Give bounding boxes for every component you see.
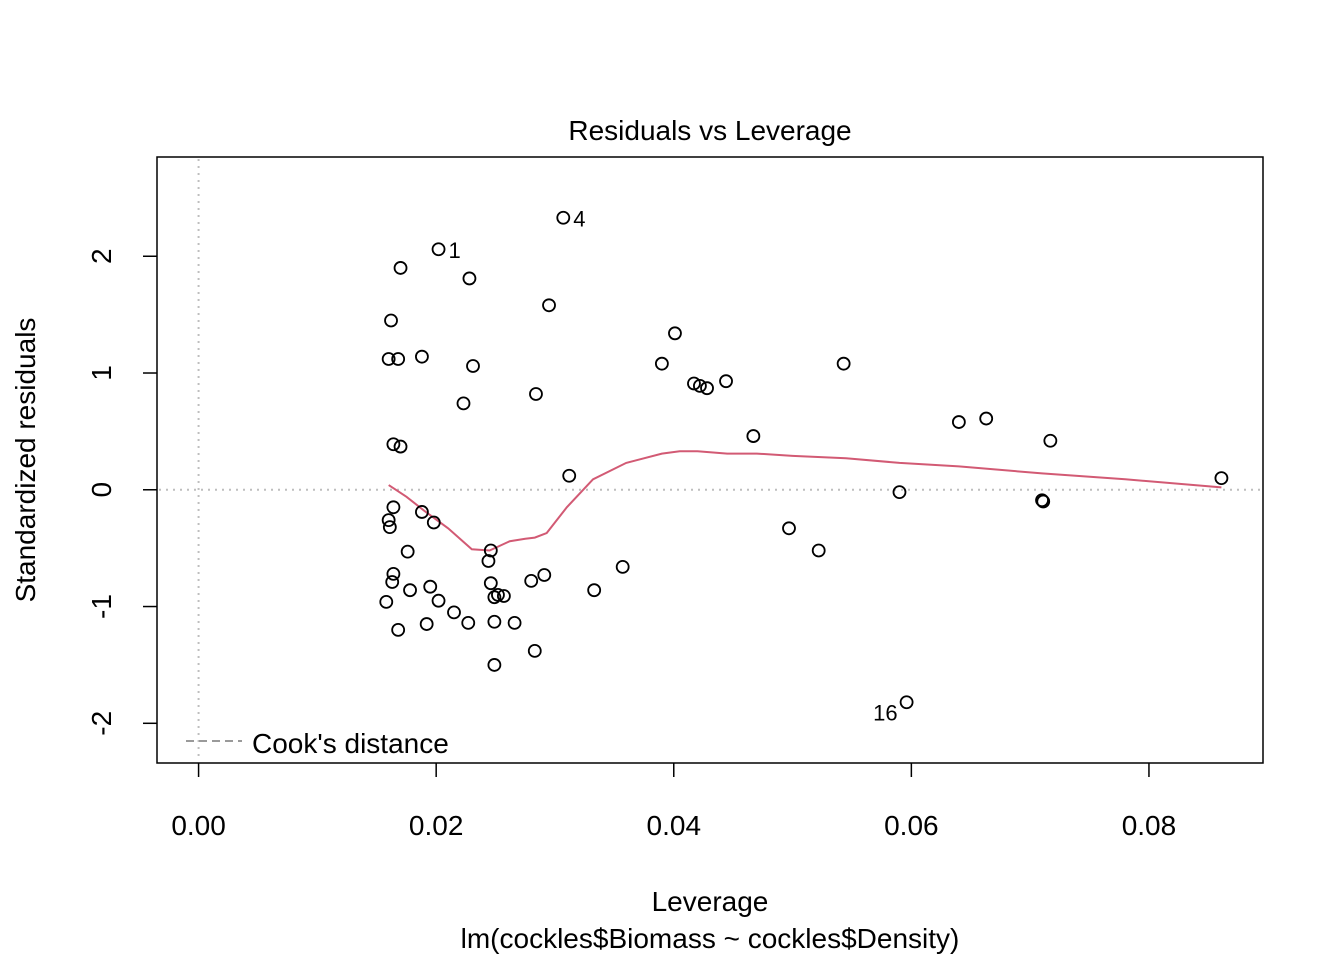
smooth-line: [388, 450, 1222, 552]
data-point: [415, 349, 429, 364]
data-point: [379, 594, 394, 609]
point-labels: 1 4 16: [449, 207, 898, 726]
data-point: [462, 271, 477, 286]
data-point: [481, 554, 496, 568]
data-point: [836, 356, 851, 371]
data-point: [483, 576, 498, 591]
data-point: [537, 568, 552, 582]
y-tick-label: 1: [86, 365, 117, 381]
data-point: [542, 298, 556, 313]
y-axis: -2 -1 0 1 2: [86, 248, 157, 736]
data-point: [487, 658, 502, 672]
data-point: [393, 439, 408, 454]
data-point: [466, 359, 480, 373]
x-tick-label: 0.02: [409, 810, 464, 841]
data-point: [386, 566, 401, 581]
y-tick-label: -1: [86, 594, 117, 619]
data-point: [382, 520, 397, 535]
data-point: [899, 695, 914, 710]
data-point: [431, 593, 446, 608]
y-tick-label: 2: [86, 248, 117, 264]
legend-label: Cook's distance: [252, 728, 449, 759]
chart-title: Residuals vs Leverage: [568, 115, 851, 146]
y-tick-label: -2: [86, 711, 117, 736]
data-point: [746, 429, 761, 443]
data-point: [496, 589, 511, 603]
data-point: [381, 513, 396, 528]
data-point: [892, 485, 907, 500]
x-axis-label: Leverage: [652, 886, 769, 917]
data-point: [719, 374, 733, 389]
data-point: [693, 378, 707, 393]
data-point: [423, 579, 438, 594]
legend: Cook's distance: [186, 728, 449, 759]
data-point: [556, 210, 571, 225]
data-point: [529, 387, 543, 401]
x-tick-label: 0.08: [1122, 810, 1177, 841]
data-point: [391, 352, 406, 366]
data-point: [654, 356, 669, 371]
y-axis-label: Standardized residuals: [10, 318, 41, 603]
data-point: [951, 415, 966, 429]
data-point: [384, 313, 398, 328]
data-point: [562, 468, 577, 483]
data-point: [782, 521, 796, 536]
data-point: [507, 615, 522, 630]
data-point: [385, 575, 400, 589]
data-point: [811, 543, 826, 558]
x-tick-label: 0.00: [171, 810, 226, 841]
data-point: [431, 242, 446, 257]
data-point: [391, 622, 406, 637]
data-point: [1036, 494, 1051, 509]
chart-subtitle: lm(cockles$Biomass ~ cockles$Density): [461, 923, 960, 954]
data-point: [687, 376, 701, 391]
data-point: [381, 352, 396, 366]
data-point: [403, 583, 417, 598]
data-point: [419, 617, 434, 631]
data-point: [979, 411, 994, 426]
data-point: [1214, 471, 1229, 485]
data-point: [426, 515, 441, 530]
point-label: 1: [449, 238, 461, 263]
data-point: [487, 614, 502, 629]
data-point: [415, 505, 429, 519]
data-point: [456, 396, 471, 411]
x-axis: 0.00 0.02 0.04 0.06 0.08: [171, 763, 1176, 841]
data-point: [386, 437, 401, 452]
data-point: [491, 587, 505, 602]
data-point: [393, 261, 408, 275]
data-point: [483, 543, 498, 558]
data-point: [400, 544, 415, 559]
data-point: [461, 615, 476, 630]
data-point: [1035, 493, 1049, 508]
data-point: [527, 644, 542, 658]
y-tick-label: 0: [86, 482, 117, 498]
data-point: [447, 605, 461, 620]
data-points: [379, 210, 1229, 710]
data-point: [668, 326, 682, 341]
data-point: [524, 573, 539, 588]
data-point: [700, 381, 714, 396]
data-point: [587, 583, 602, 598]
x-tick-label: 0.04: [647, 810, 702, 841]
x-tick-label: 0.06: [884, 810, 939, 841]
data-point: [615, 559, 630, 574]
point-label: 4: [573, 207, 585, 232]
plot-frame: [156, 156, 1264, 764]
data-point: [386, 500, 401, 515]
data-point: [1043, 433, 1058, 448]
point-label: 16: [873, 700, 897, 725]
